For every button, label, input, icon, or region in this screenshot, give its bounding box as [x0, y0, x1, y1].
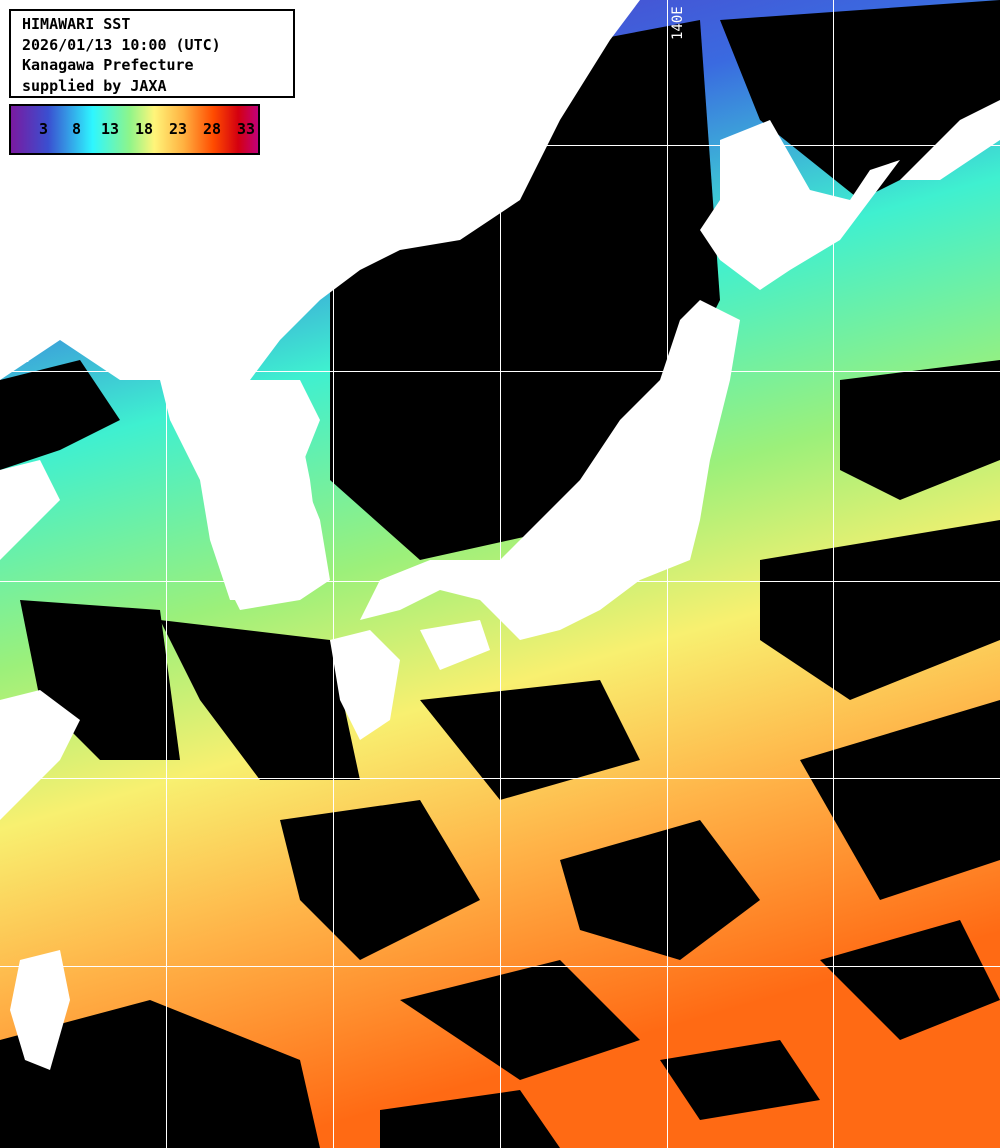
- land-china-coast: [0, 460, 60, 560]
- scale-tick: 8: [72, 120, 82, 138]
- land-shikoku: [420, 620, 490, 670]
- provider-name: Kanagawa Prefecture: [22, 56, 194, 74]
- scale-tick: 13: [101, 120, 120, 138]
- land-china-south: [0, 690, 80, 820]
- title-box: HIMAWARI SST 2026/01/13 10:00 (UTC) Kana…: [9, 9, 295, 98]
- scale-tick: 33: [237, 120, 256, 138]
- color-scale-legend: 3 8 13 18 23 28 33: [9, 104, 260, 155]
- observation-time: 2026/01/13 10:00 (UTC): [22, 35, 221, 54]
- land-taiwan: [10, 950, 70, 1070]
- data-source: supplied by JAXA: [22, 76, 167, 95]
- land-sakhalin: [900, 100, 1000, 180]
- longitude-label-140e: 140E: [670, 6, 686, 40]
- land-honshu: [360, 300, 740, 640]
- scale-tick: 23: [169, 120, 188, 138]
- product-title: HIMAWARI SST: [22, 15, 131, 33]
- scale-tick: 18: [135, 120, 154, 138]
- land-hokkaido: [700, 120, 900, 290]
- scale-tick: 28: [203, 120, 222, 138]
- latitude-label-30n: 30N: [4, 758, 30, 774]
- land-kyushu: [330, 630, 400, 740]
- land-korea: [170, 400, 320, 600]
- latitude-label-40n: 40N: [4, 350, 30, 366]
- scale-tick: 3: [39, 120, 49, 138]
